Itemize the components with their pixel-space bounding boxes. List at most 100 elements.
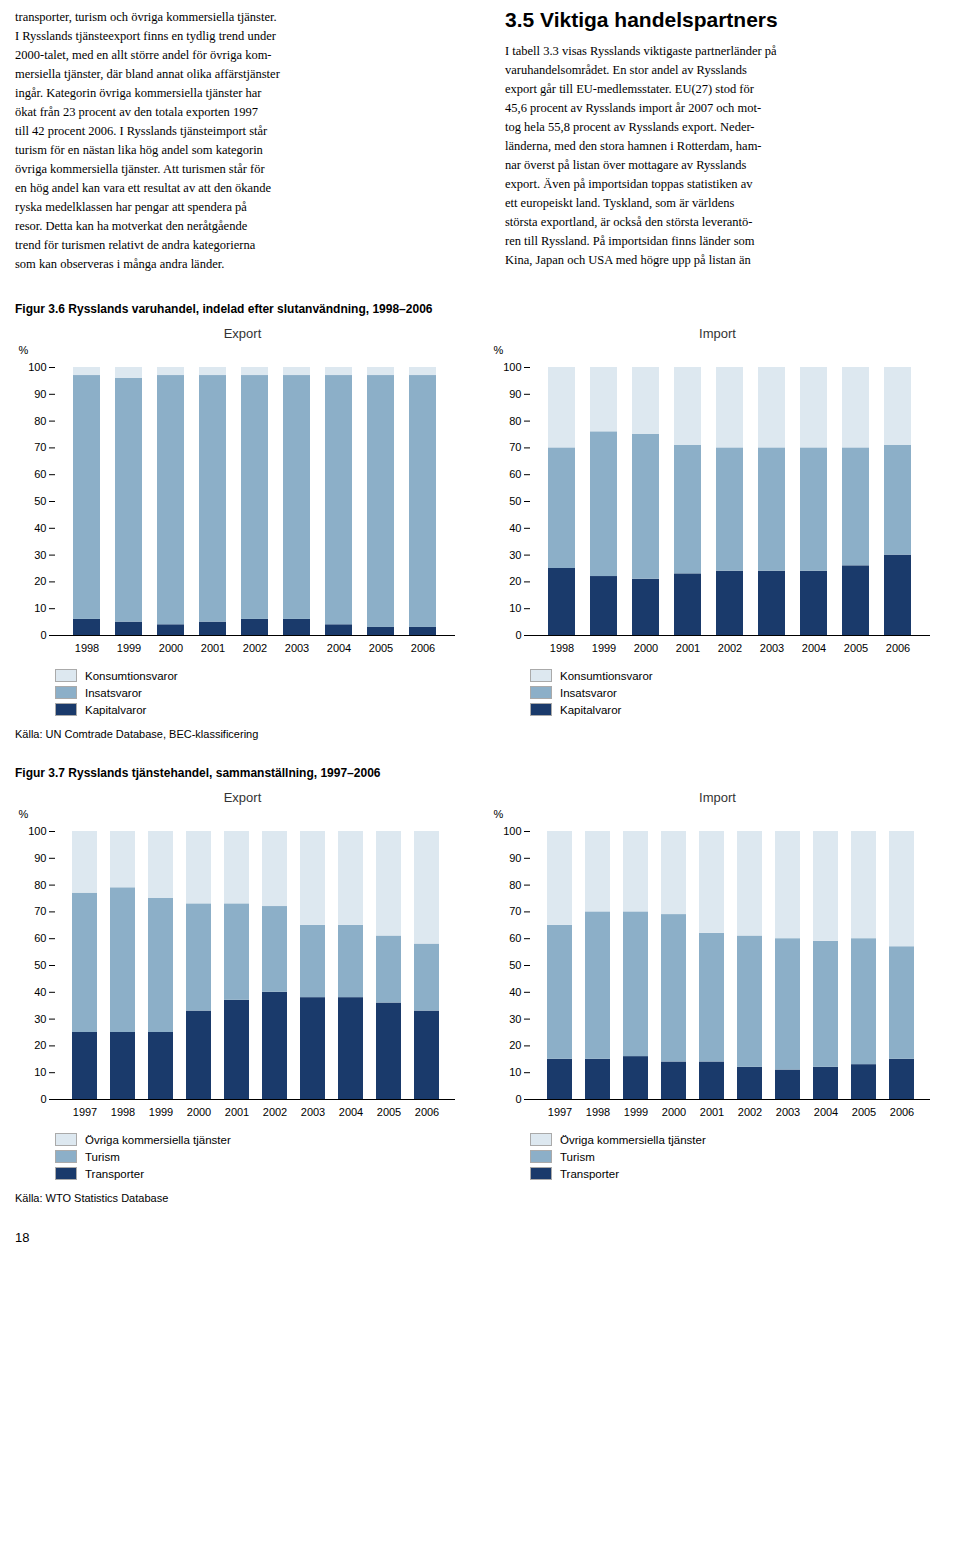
svg-text:60: 60 bbox=[34, 468, 46, 480]
svg-text:50: 50 bbox=[34, 495, 46, 507]
svg-text:30: 30 bbox=[34, 1013, 46, 1025]
svg-text:2003: 2003 bbox=[285, 642, 309, 654]
svg-text:100: 100 bbox=[503, 825, 521, 837]
svg-text:10: 10 bbox=[34, 602, 46, 614]
html-text:3.5 Viktiga handelspartners: 3.5 Viktiga handelspartners bbox=[505, 8, 778, 31]
svg-text:20: 20 bbox=[34, 575, 46, 587]
svg-text:%: % bbox=[494, 808, 504, 820]
svg-text:70: 70 bbox=[509, 441, 521, 453]
svg-text:1998: 1998 bbox=[111, 1106, 135, 1118]
svg-text:2001: 2001 bbox=[201, 642, 225, 654]
svg-text:2006: 2006 bbox=[890, 1106, 914, 1118]
svg-text:30: 30 bbox=[509, 1013, 521, 1025]
svg-text:80: 80 bbox=[34, 415, 46, 427]
svg-text:70: 70 bbox=[34, 441, 46, 453]
svg-text:100: 100 bbox=[28, 825, 46, 837]
svg-text:2000: 2000 bbox=[662, 1106, 686, 1118]
svg-text:20: 20 bbox=[34, 1039, 46, 1051]
svg-text:2000: 2000 bbox=[187, 1106, 211, 1118]
svg-text:2004: 2004 bbox=[814, 1106, 838, 1118]
svg-text:2005: 2005 bbox=[377, 1106, 401, 1118]
svg-text:90: 90 bbox=[509, 388, 521, 400]
svg-text:100: 100 bbox=[503, 361, 521, 373]
html-text:Import: Import bbox=[699, 326, 736, 341]
svg-text:0: 0 bbox=[40, 629, 46, 641]
svg-text:40: 40 bbox=[509, 986, 521, 998]
svg-text:2003: 2003 bbox=[301, 1106, 325, 1118]
svg-text:40: 40 bbox=[509, 522, 521, 534]
svg-text:2005: 2005 bbox=[844, 642, 868, 654]
svg-text:1998: 1998 bbox=[75, 642, 99, 654]
html-text:Export: Export bbox=[223, 790, 262, 805]
svg-text:40: 40 bbox=[34, 522, 46, 534]
svg-text:2002: 2002 bbox=[738, 1106, 762, 1118]
svg-text:1997: 1997 bbox=[548, 1106, 572, 1118]
svg-text:20: 20 bbox=[509, 575, 521, 587]
html-text:transporter, turism och övriga: transporter, turism och övriga kommersie… bbox=[15, 10, 280, 271]
svg-text:30: 30 bbox=[509, 549, 521, 561]
svg-text:10: 10 bbox=[509, 1066, 521, 1078]
html-text:I tabell 3.3 visas Rysslands v: I tabell 3.3 visas Rysslands viktigaste … bbox=[505, 44, 777, 267]
svg-text:2004: 2004 bbox=[327, 642, 351, 654]
svg-text:0: 0 bbox=[515, 629, 521, 641]
svg-text:1997: 1997 bbox=[73, 1106, 97, 1118]
svg-text:10: 10 bbox=[509, 602, 521, 614]
html-text:Insatsvaror: Insatsvaror bbox=[85, 686, 142, 699]
svg-text:2000: 2000 bbox=[634, 642, 658, 654]
svg-text:50: 50 bbox=[509, 959, 521, 971]
svg-text:90: 90 bbox=[509, 852, 521, 864]
svg-text:2001: 2001 bbox=[676, 642, 700, 654]
svg-text:2003: 2003 bbox=[776, 1106, 800, 1118]
svg-text:2005: 2005 bbox=[852, 1106, 876, 1118]
svg-text:1998: 1998 bbox=[586, 1106, 610, 1118]
svg-text:2004: 2004 bbox=[339, 1106, 363, 1118]
svg-text:2000: 2000 bbox=[159, 642, 183, 654]
svg-text:2006: 2006 bbox=[886, 642, 910, 654]
svg-text:0: 0 bbox=[515, 1093, 521, 1105]
svg-text:2002: 2002 bbox=[718, 642, 742, 654]
svg-text:2001: 2001 bbox=[700, 1106, 724, 1118]
svg-text:2006: 2006 bbox=[415, 1106, 439, 1118]
svg-text:90: 90 bbox=[34, 852, 46, 864]
html-text:Figur 3.7 Rysslands tjänstehan: Figur 3.7 Rysslands tjänstehandel, samma… bbox=[15, 766, 381, 780]
svg-text:2005: 2005 bbox=[369, 642, 393, 654]
html-text:Export: Export bbox=[223, 326, 262, 341]
svg-text:100: 100 bbox=[28, 361, 46, 373]
svg-text:70: 70 bbox=[509, 905, 521, 917]
svg-text:1999: 1999 bbox=[624, 1106, 648, 1118]
svg-text:0: 0 bbox=[40, 1093, 46, 1105]
svg-text:20: 20 bbox=[509, 1039, 521, 1051]
svg-text:2001: 2001 bbox=[225, 1106, 249, 1118]
svg-text:%: % bbox=[494, 344, 504, 356]
html-text:Kapitalvaror: Kapitalvaror bbox=[85, 703, 147, 716]
svg-text:50: 50 bbox=[509, 495, 521, 507]
svg-text:2004: 2004 bbox=[802, 642, 826, 654]
svg-text:90: 90 bbox=[34, 388, 46, 400]
html-text:Konsumtionsvaror: Konsumtionsvaror bbox=[560, 669, 653, 682]
svg-text:40: 40 bbox=[34, 986, 46, 998]
svg-text:80: 80 bbox=[509, 879, 521, 891]
svg-text:10: 10 bbox=[34, 1066, 46, 1078]
svg-text:%: % bbox=[19, 344, 29, 356]
svg-text:60: 60 bbox=[509, 468, 521, 480]
html-text:Import: Import bbox=[699, 790, 736, 805]
svg-text:70: 70 bbox=[34, 905, 46, 917]
svg-text:1999: 1999 bbox=[149, 1106, 173, 1118]
html-text:18: 18 bbox=[15, 1230, 30, 1245]
svg-text:30: 30 bbox=[34, 549, 46, 561]
svg-text:1998: 1998 bbox=[550, 642, 574, 654]
svg-text:2003: 2003 bbox=[760, 642, 784, 654]
svg-text:50: 50 bbox=[34, 959, 46, 971]
svg-text:1999: 1999 bbox=[117, 642, 141, 654]
svg-text:1999: 1999 bbox=[592, 642, 616, 654]
svg-text:2002: 2002 bbox=[243, 642, 267, 654]
html-text:Figur 3.6 Rysslands varuhandel: Figur 3.6 Rysslands varuhandel, indelad … bbox=[15, 302, 433, 316]
html-text:Konsumtionsvaror: Konsumtionsvaror bbox=[85, 669, 178, 682]
svg-text:2002: 2002 bbox=[263, 1106, 287, 1118]
svg-text:80: 80 bbox=[509, 415, 521, 427]
svg-text:60: 60 bbox=[509, 932, 521, 944]
svg-text:2006: 2006 bbox=[411, 642, 435, 654]
svg-text:%: % bbox=[19, 808, 29, 820]
svg-text:60: 60 bbox=[34, 932, 46, 944]
svg-text:80: 80 bbox=[34, 879, 46, 891]
